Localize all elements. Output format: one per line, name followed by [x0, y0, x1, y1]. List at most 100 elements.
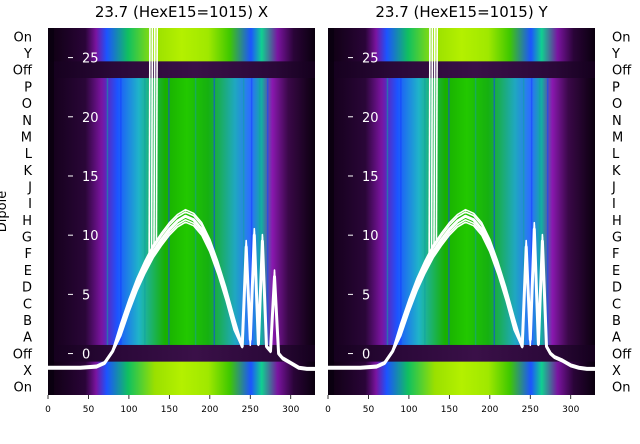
heatmap-row: [48, 44, 315, 62]
heatmap-row: [48, 144, 315, 163]
heatmap-streak: [242, 78, 245, 345]
overlay-spike: [150, 28, 154, 253]
y-tick-label: 10: [82, 229, 99, 244]
heatmap-streak: [120, 78, 122, 345]
y-axis-label: Dipole: [0, 191, 10, 232]
x-tick-label: 300: [562, 405, 579, 415]
heatmap-streak: [474, 78, 477, 345]
x-tick-label: 150: [161, 405, 178, 415]
heatmap-row: [328, 94, 595, 113]
row-label: On: [14, 30, 32, 45]
x-tick-label: 50: [83, 405, 95, 415]
x-tick-label: 100: [400, 405, 417, 415]
overlay-line: [48, 221, 315, 371]
heatmap-row: [328, 144, 595, 163]
row-label: On: [14, 381, 32, 396]
row-label: X: [23, 364, 32, 379]
heatmap-row: [328, 111, 595, 129]
row-label: J: [611, 180, 616, 195]
heatmap-row: [328, 378, 595, 395]
x-tick-label: 300: [282, 405, 299, 415]
row-label: A: [23, 331, 32, 346]
heatmap-row: [328, 244, 595, 263]
row-label: N: [22, 114, 32, 129]
row-label: C: [23, 297, 32, 312]
overlay-line: [328, 221, 595, 371]
heatmap-row: [328, 28, 595, 46]
y-tick-label: 20: [362, 111, 379, 126]
heatmap-row: [328, 161, 595, 179]
row-label: B: [612, 314, 621, 329]
overlay-spike: [148, 28, 151, 259]
heatmap-streak: [386, 78, 389, 345]
heatmap-streak: [106, 78, 109, 345]
row-label: X: [612, 364, 621, 379]
row-label: I: [612, 197, 616, 212]
row-label: F: [25, 247, 32, 262]
row-label: A: [612, 331, 621, 346]
heatmap-streak: [258, 78, 261, 345]
y-tick-label: 15: [82, 170, 99, 185]
row-label: E: [612, 264, 620, 279]
overlay-traces: [328, 28, 595, 371]
row-label: E: [24, 264, 32, 279]
row-label: Off: [13, 347, 33, 362]
overlay-spike: [155, 28, 159, 242]
heatmap-row: [48, 328, 315, 346]
row-label: H: [22, 214, 32, 229]
row-label: Y: [611, 47, 620, 62]
row-label: O: [22, 97, 32, 112]
x-tick-label: 50: [363, 405, 375, 415]
y-tick-label: 5: [82, 288, 90, 303]
x-tick-label: 200: [201, 405, 218, 415]
heatmap-streak: [424, 78, 426, 345]
overlay-spike: [435, 28, 439, 242]
row-label: N: [612, 114, 622, 129]
row-label: P: [612, 80, 620, 95]
heatmap-streak: [530, 78, 533, 345]
heatmap-edge: [48, 28, 54, 395]
row-label: On: [612, 30, 630, 45]
heatmap-streak: [522, 78, 525, 345]
row-label: C: [612, 297, 621, 312]
heatmap-row: [328, 178, 595, 196]
x-tick-label: 0: [45, 405, 51, 415]
y-tick-label: 0: [82, 348, 90, 363]
row-label: O: [612, 97, 622, 112]
row-label: Y: [23, 47, 32, 62]
x-tick-label: 150: [441, 405, 458, 415]
heatmap-row: [48, 378, 315, 395]
y-tick-label: 20: [82, 111, 99, 126]
chart-title: 23.7 (HexE15=1015) X: [95, 3, 268, 21]
row-label: Off: [612, 64, 632, 79]
overlay-spike: [428, 28, 431, 259]
heatmap-row: [328, 44, 595, 62]
row-label: M: [21, 130, 32, 145]
y-tick-label: 15: [362, 170, 379, 185]
chart-title: 23.7 (HexE15=1015) Y: [375, 3, 548, 21]
heatmap-edge: [328, 28, 334, 395]
row-label: G: [22, 231, 32, 246]
heatmap-row: [48, 78, 315, 96]
heatmap-streak: [194, 78, 197, 345]
x-tick-label: 100: [120, 405, 137, 415]
overlay-line: [328, 208, 595, 369]
row-label: L: [25, 147, 33, 162]
row-label: On: [612, 381, 630, 396]
heatmap-row: [328, 128, 595, 146]
row-label: D: [612, 281, 622, 296]
heatmap-streak: [493, 78, 496, 345]
heatmap-row: [328, 228, 595, 246]
heatmap-row: [328, 61, 595, 79]
row-label: M: [612, 130, 623, 145]
row-label: P: [24, 80, 32, 95]
heatmap-row: [48, 361, 315, 379]
heatmap-streak: [546, 78, 549, 345]
heatmap-row: [48, 194, 315, 213]
row-label: Off: [612, 347, 632, 362]
heatmap-streak: [400, 78, 402, 345]
heatmap-row: [48, 228, 315, 246]
